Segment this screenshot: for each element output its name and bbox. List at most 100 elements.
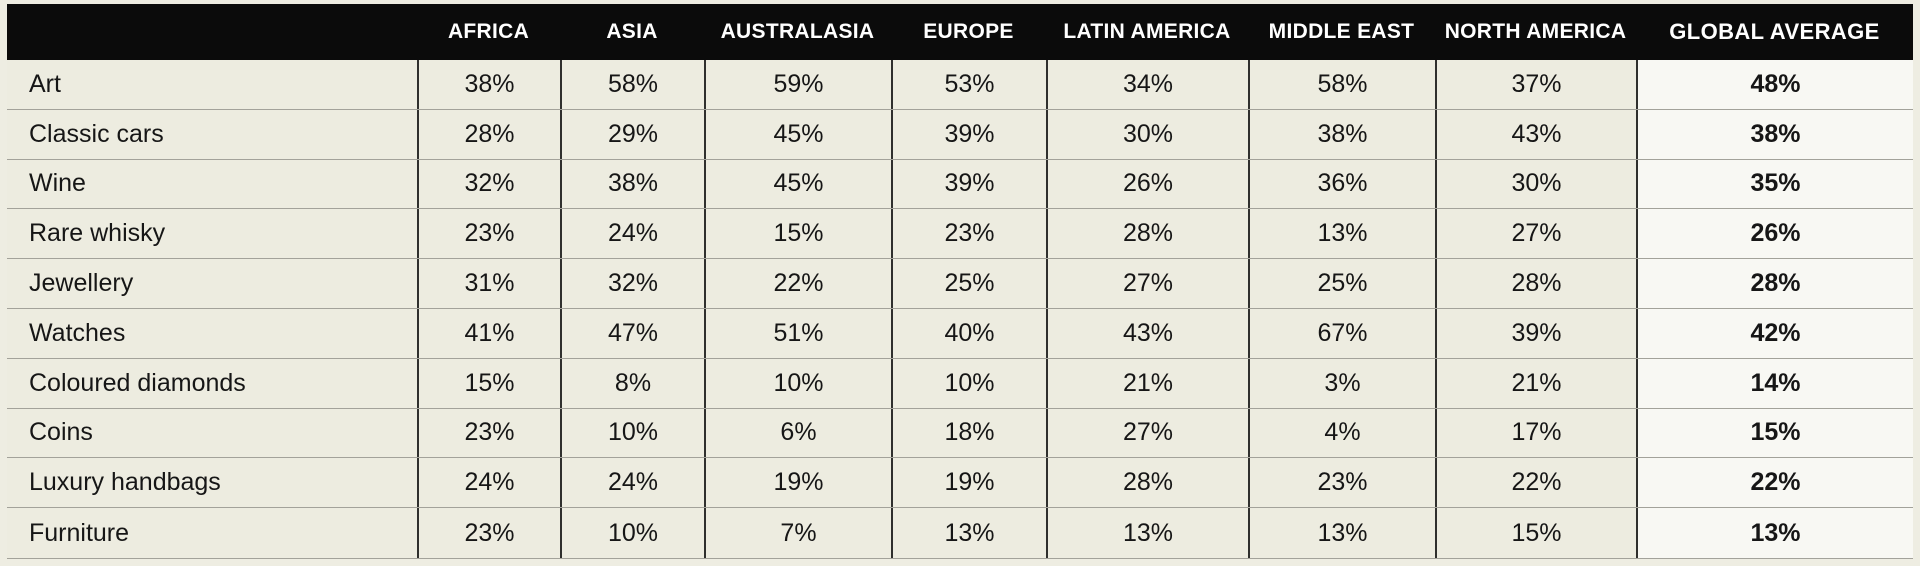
value-cell: 37% — [1435, 60, 1636, 109]
value-cell: 10% — [560, 408, 704, 458]
value-cell: 27% — [1046, 408, 1248, 458]
value-cell: 53% — [891, 60, 1046, 109]
region-investment-table: AFRICA ASIA AUSTRALASIA EUROPE LATIN AME… — [7, 4, 1913, 559]
value-cell: 6% — [704, 408, 891, 458]
table-row: Watches 41% 47% 51% 40% 43% 67% 39% 42% — [7, 308, 1913, 359]
value-cell: 13% — [891, 508, 1046, 558]
value-cell: 13% — [1248, 209, 1435, 259]
value-cell: 24% — [417, 458, 560, 508]
value-cell: 59% — [704, 60, 891, 109]
global-average-cell: 28% — [1636, 259, 1913, 308]
value-cell: 34% — [1046, 60, 1248, 109]
value-cell: 28% — [1046, 458, 1248, 508]
global-average-cell: 15% — [1636, 408, 1913, 458]
value-cell: 51% — [704, 308, 891, 358]
value-cell: 36% — [1248, 159, 1435, 209]
value-cell: 25% — [891, 259, 1046, 308]
value-cell: 19% — [704, 458, 891, 508]
value-cell: 10% — [891, 358, 1046, 408]
row-label: Coloured diamonds — [29, 368, 246, 397]
value-cell: 39% — [891, 159, 1046, 209]
value-cell: 29% — [560, 109, 704, 159]
value-cell: 58% — [560, 60, 704, 109]
value-cell: 10% — [704, 358, 891, 408]
value-cell: 43% — [1046, 308, 1248, 358]
row-label: Wine — [29, 169, 86, 198]
value-cell: 58% — [1248, 60, 1435, 109]
row-label: Art — [29, 69, 61, 98]
global-average-cell: 14% — [1636, 358, 1913, 408]
value-cell: 28% — [417, 109, 560, 159]
table-body: Art 38% 58% 59% 53% 34% 58% 37% 48% Classic cars 2… — [7, 60, 1913, 558]
value-cell: 22% — [1435, 458, 1636, 508]
row-label: Coins — [29, 418, 93, 447]
value-cell: 45% — [704, 159, 891, 209]
table-row: Art 38% 58% 59% 53% 34% 58% 37% 48% — [7, 60, 1913, 110]
value-cell: 28% — [1435, 259, 1636, 308]
table-row: Furniture 23% 10% 7% 13% 13% 13% 15% 13% — [7, 508, 1913, 558]
row-label: Rare whisky — [29, 219, 166, 248]
value-cell: 18% — [891, 408, 1046, 458]
value-cell: 28% — [1046, 209, 1248, 259]
value-cell: 13% — [1248, 508, 1435, 558]
value-cell: 25% — [1248, 259, 1435, 308]
value-cell: 43% — [1435, 109, 1636, 159]
value-cell: 15% — [417, 358, 560, 408]
value-cell: 23% — [417, 508, 560, 558]
value-cell: 32% — [417, 159, 560, 209]
value-cell: 19% — [891, 458, 1046, 508]
header-cell-middle-east: MIDDLE EAST — [1268, 20, 1415, 43]
table-header-row: AFRICA ASIA AUSTRALASIA EUROPE LATIN AME… — [7, 4, 1913, 60]
value-cell: 8% — [560, 358, 704, 408]
table-row: Coloured diamonds 15% 8% 10% 10% 21% 3% 21% 14% — [7, 358, 1913, 409]
value-cell: 41% — [417, 308, 560, 358]
value-cell: 45% — [704, 109, 891, 159]
value-cell: 47% — [560, 308, 704, 358]
value-cell: 38% — [417, 60, 560, 109]
value-cell: 27% — [1046, 259, 1248, 308]
row-label: Jewellery — [29, 269, 134, 298]
header-cell-global-average: GLOBAL AVERAGE — [1669, 19, 1880, 44]
row-label: Luxury handbags — [29, 468, 221, 497]
value-cell: 23% — [417, 209, 560, 259]
header-cell-latin-america: LATIN AMERICA — [1063, 20, 1231, 43]
value-cell: 15% — [704, 209, 891, 259]
table-row: Rare whisky 23% 24% 15% 23% 28% 13% 27% 26% — [7, 209, 1913, 260]
table-row: Classic cars 28% 29% 45% 39% 30% 38% 43% 38% — [7, 109, 1913, 160]
global-average-cell: 22% — [1636, 458, 1913, 508]
row-label: Furniture — [29, 518, 130, 547]
value-cell: 27% — [1435, 209, 1636, 259]
table-row: Wine 32% 38% 45% 39% 26% 36% 30% 35% — [7, 159, 1913, 210]
value-cell: 13% — [1046, 508, 1248, 558]
value-cell: 24% — [560, 458, 704, 508]
value-cell: 17% — [1435, 408, 1636, 458]
value-cell: 24% — [560, 209, 704, 259]
value-cell: 23% — [1248, 458, 1435, 508]
header-cell-africa: AFRICA — [447, 20, 530, 43]
value-cell: 30% — [1435, 159, 1636, 209]
value-cell: 15% — [1435, 508, 1636, 558]
value-cell: 39% — [891, 109, 1046, 159]
header-cell-north-america: NORTH AMERICA — [1444, 20, 1627, 43]
header-cell-europe: EUROPE — [923, 20, 1014, 43]
value-cell: 21% — [1046, 358, 1248, 408]
value-cell: 21% — [1435, 358, 1636, 408]
value-cell: 3% — [1248, 358, 1435, 408]
value-cell: 38% — [1248, 109, 1435, 159]
value-cell: 32% — [560, 259, 704, 308]
value-cell: 31% — [417, 259, 560, 308]
global-average-cell: 38% — [1636, 109, 1913, 159]
value-cell: 10% — [560, 508, 704, 558]
value-cell: 7% — [704, 508, 891, 558]
value-cell: 26% — [1046, 159, 1248, 209]
value-cell: 39% — [1435, 308, 1636, 358]
value-cell: 22% — [704, 259, 891, 308]
row-label: Watches — [29, 318, 126, 347]
value-cell: 38% — [560, 159, 704, 209]
value-cell: 4% — [1248, 408, 1435, 458]
global-average-cell: 35% — [1636, 159, 1913, 209]
row-label: Classic cars — [29, 119, 164, 148]
global-average-cell: 42% — [1636, 308, 1913, 358]
header-cell-asia: ASIA — [606, 20, 658, 43]
